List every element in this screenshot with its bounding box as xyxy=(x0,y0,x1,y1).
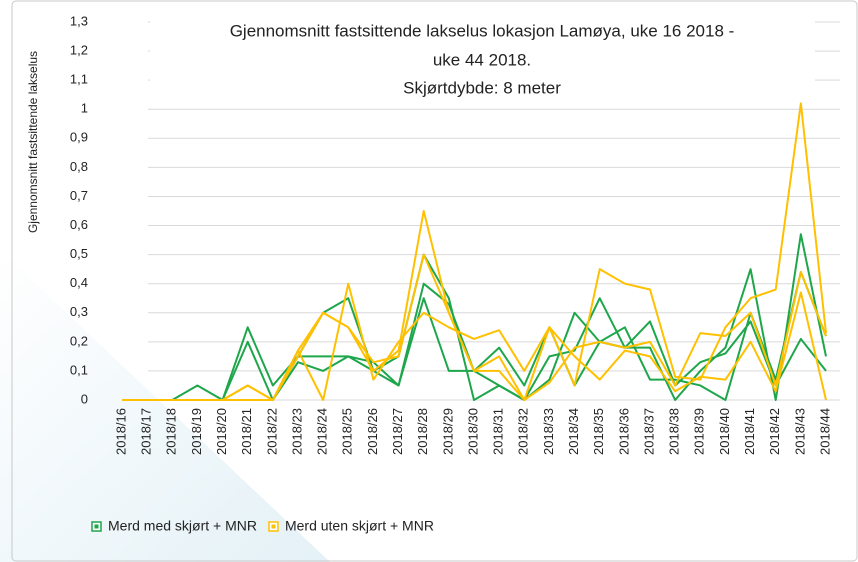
x-tick-label: 2018/39 xyxy=(692,408,707,455)
x-tick-label: 2018/32 xyxy=(516,408,531,455)
x-tick-label: 2018/30 xyxy=(465,408,480,455)
x-tick-label: 2018/27 xyxy=(390,408,405,455)
legend-marker xyxy=(94,524,99,529)
y-tick-label: 0,3 xyxy=(70,304,88,319)
x-tick-label: 2018/24 xyxy=(315,408,330,455)
title-box xyxy=(150,14,815,100)
x-tick-label: 2018/29 xyxy=(440,408,455,455)
y-tick-label: 1,1 xyxy=(70,72,88,87)
x-tick-label: 2018/34 xyxy=(566,408,581,455)
y-tick-label: 0,5 xyxy=(70,246,88,261)
chart-title: uke 44 2018. xyxy=(433,50,531,69)
legend-marker xyxy=(271,524,276,529)
legend-label: Merd med skjørt + MNR xyxy=(108,518,257,534)
x-tick-label: 2018/33 xyxy=(541,408,556,455)
series-line xyxy=(122,253,827,401)
x-tick-label: 2018/18 xyxy=(164,408,179,455)
x-tick-label: 2018/42 xyxy=(767,408,782,455)
x-tick-label: 2018/36 xyxy=(616,408,631,455)
y-tick-label: 0,2 xyxy=(70,333,88,348)
legend-label: Merd uten skjørt + MNR xyxy=(285,518,434,534)
x-tick-label: 2018/31 xyxy=(491,408,506,455)
y-tick-label: 0,9 xyxy=(70,130,88,145)
series-line xyxy=(122,282,827,401)
x-tick-label: 2018/21 xyxy=(239,408,254,455)
y-axis-label: Gjennomsnitt fastsittende lakselus xyxy=(26,51,40,233)
y-tick-label: 0,8 xyxy=(70,159,88,174)
chart-frame xyxy=(11,0,858,562)
x-tick-label: 2018/40 xyxy=(717,408,732,455)
y-tick-label: 0,1 xyxy=(70,362,88,377)
x-tick-label: 2018/25 xyxy=(340,408,355,455)
y-tick-label: 1 xyxy=(81,101,88,116)
y-tick-label: 0 xyxy=(81,391,88,406)
x-tick-label: 2018/37 xyxy=(641,408,656,455)
x-tick-label: 2018/20 xyxy=(214,408,229,455)
x-tick-label: 2018/43 xyxy=(792,408,807,455)
x-tick-label: 2018/41 xyxy=(742,408,757,455)
y-tick-label: 0,6 xyxy=(70,217,88,232)
x-tick-label: 2018/23 xyxy=(289,408,304,455)
chart-title: Gjennomsnitt fastsittende lakselus lokas… xyxy=(230,21,735,40)
y-tick-label: 1,2 xyxy=(70,43,88,58)
x-tick-label: 2018/19 xyxy=(189,408,204,455)
x-tick-label: 2018/38 xyxy=(667,408,682,455)
y-tick-label: 1,3 xyxy=(70,13,88,28)
x-tick-label: 2018/44 xyxy=(817,408,832,455)
decor xyxy=(0,250,330,562)
x-tick-label: 2018/28 xyxy=(415,408,430,455)
x-tick-label: 2018/17 xyxy=(139,408,154,455)
x-tick-label: 2018/26 xyxy=(365,408,380,455)
x-tick-label: 2018/22 xyxy=(264,408,279,455)
x-tick-label: 2018/16 xyxy=(113,408,128,455)
chart-title: Skjørtdybde: 8 meter xyxy=(403,78,561,97)
x-tick-label: 2018/35 xyxy=(591,408,606,455)
y-tick-label: 0,7 xyxy=(70,188,88,203)
y-tick-label: 0,4 xyxy=(70,275,88,290)
